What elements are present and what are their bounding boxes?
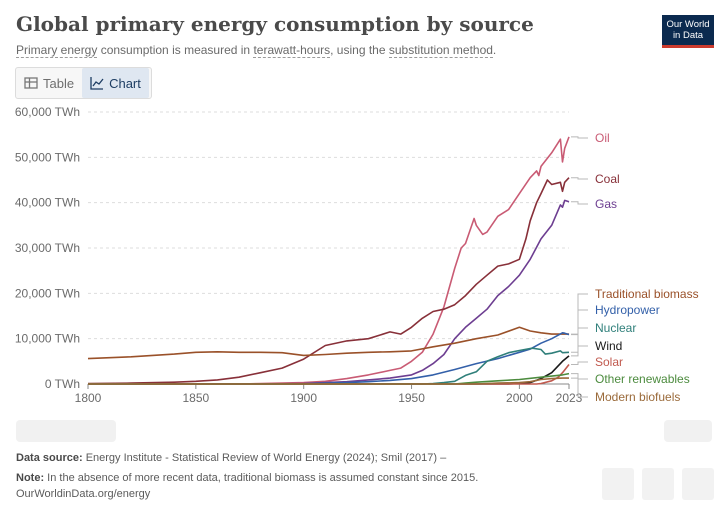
- page-title: Global primary energy consumption by sou…: [16, 12, 534, 36]
- x-tick-label: 1850: [182, 391, 209, 405]
- line-chart-icon: [90, 77, 104, 90]
- owid-logo[interactable]: Our World in Data: [662, 15, 714, 48]
- energy-line-chart: 0 TWh 10,000 TWh 20,000 TWh 30,000 TWh 40,00…: [15, 105, 699, 405]
- legend-label-solar: Solar: [595, 355, 623, 369]
- view-tabs: Table Chart: [15, 67, 152, 99]
- legend-label-wind: Wind: [595, 339, 622, 353]
- note: Note: In the absence of more recent data…: [16, 472, 478, 484]
- x-tick-label: 1900: [290, 391, 317, 405]
- legend-connector: [571, 373, 588, 380]
- series-line-hydropower: [88, 332, 570, 385]
- legend-label-oil: Oil: [595, 131, 610, 145]
- note-label: Note:: [16, 472, 45, 484]
- data-source: Data source: Energy Institute - Statisti…: [16, 452, 446, 464]
- y-tick-label: 20,000 TWh: [15, 286, 80, 300]
- subtitle-text: , using the: [330, 43, 389, 57]
- legend-connector: [571, 177, 588, 180]
- y-tick-label: 60,000 TWh: [15, 105, 80, 119]
- legend-connector: [571, 309, 588, 336]
- fullscreen-button[interactable]: [682, 468, 714, 500]
- x-tick-label: 1800: [75, 391, 102, 405]
- y-tick-label: 50,000 TWh: [15, 150, 80, 164]
- data-source-text: Energy Institute - Statistical Review of…: [82, 452, 447, 464]
- timeline-control-placeholder-right: [664, 420, 712, 442]
- subtitle-text: .: [492, 43, 497, 57]
- tab-table[interactable]: Table: [16, 68, 82, 98]
- series-line-traditional-biomass: [87, 326, 569, 360]
- legend-label-other-renewables: Other renewables: [595, 372, 690, 386]
- series-line-oil: [88, 136, 570, 385]
- tab-chart[interactable]: Chart: [82, 68, 149, 98]
- legend-label-gas: Gas: [595, 197, 617, 211]
- legend-connector: [571, 345, 588, 357]
- primary-energy-link[interactable]: Primary energy: [16, 43, 98, 58]
- tab-chart-label: Chart: [109, 75, 141, 91]
- legend-label-coal: Coal: [595, 172, 620, 186]
- x-tick-label: 2023: [556, 391, 583, 405]
- y-tick-label: 30,000 TWh: [15, 241, 80, 255]
- x-tick-label: 2000: [506, 391, 533, 405]
- table-icon: [24, 77, 38, 89]
- terawatt-hours-link[interactable]: terawatt-hours: [253, 43, 331, 58]
- series-line-solar: [88, 364, 570, 385]
- legend-label-hydropower: Hydropower: [595, 303, 660, 317]
- note-text: In the absence of more recent data, trad…: [44, 472, 479, 484]
- legend-connector: [571, 361, 588, 366]
- y-tick-label: 10,000 TWh: [15, 332, 80, 346]
- y-tick-label: 0 TWh: [45, 377, 80, 391]
- download-button[interactable]: [642, 468, 674, 500]
- series-line-wind: [88, 355, 570, 385]
- substitution-method-link[interactable]: substitution method: [388, 43, 493, 58]
- tab-table-label: Table: [43, 75, 75, 91]
- legend-connector: [571, 201, 588, 205]
- y-tick-label: 40,000 TWh: [15, 196, 80, 210]
- x-tick-label: 1950: [398, 391, 425, 405]
- legend-connector: [571, 377, 588, 398]
- legend-label-traditional-biomass: Traditional biomass: [595, 287, 699, 301]
- share-button[interactable]: [602, 468, 634, 500]
- page-subtitle: Primary energy consumption is measured i…: [16, 43, 497, 58]
- source-url[interactable]: OurWorldinData.org/energy: [16, 488, 151, 500]
- series-line-coal: [87, 177, 570, 385]
- logo-line-2: in Data: [672, 30, 704, 41]
- legend-label-modern-biofuels: Modern biofuels: [595, 390, 680, 404]
- data-source-label: Data source:: [16, 452, 83, 464]
- legend-connector: [571, 327, 588, 353]
- timeline-control-placeholder: [16, 420, 116, 442]
- subtitle-text: consumption is measured in: [97, 43, 254, 57]
- logo-line-1: Our World: [666, 19, 710, 30]
- series-line-modern-biofuels: [88, 377, 569, 385]
- legend-connector: [571, 136, 588, 139]
- legend-label-nuclear: Nuclear: [595, 321, 636, 335]
- series-line-nuclear: [88, 347, 570, 385]
